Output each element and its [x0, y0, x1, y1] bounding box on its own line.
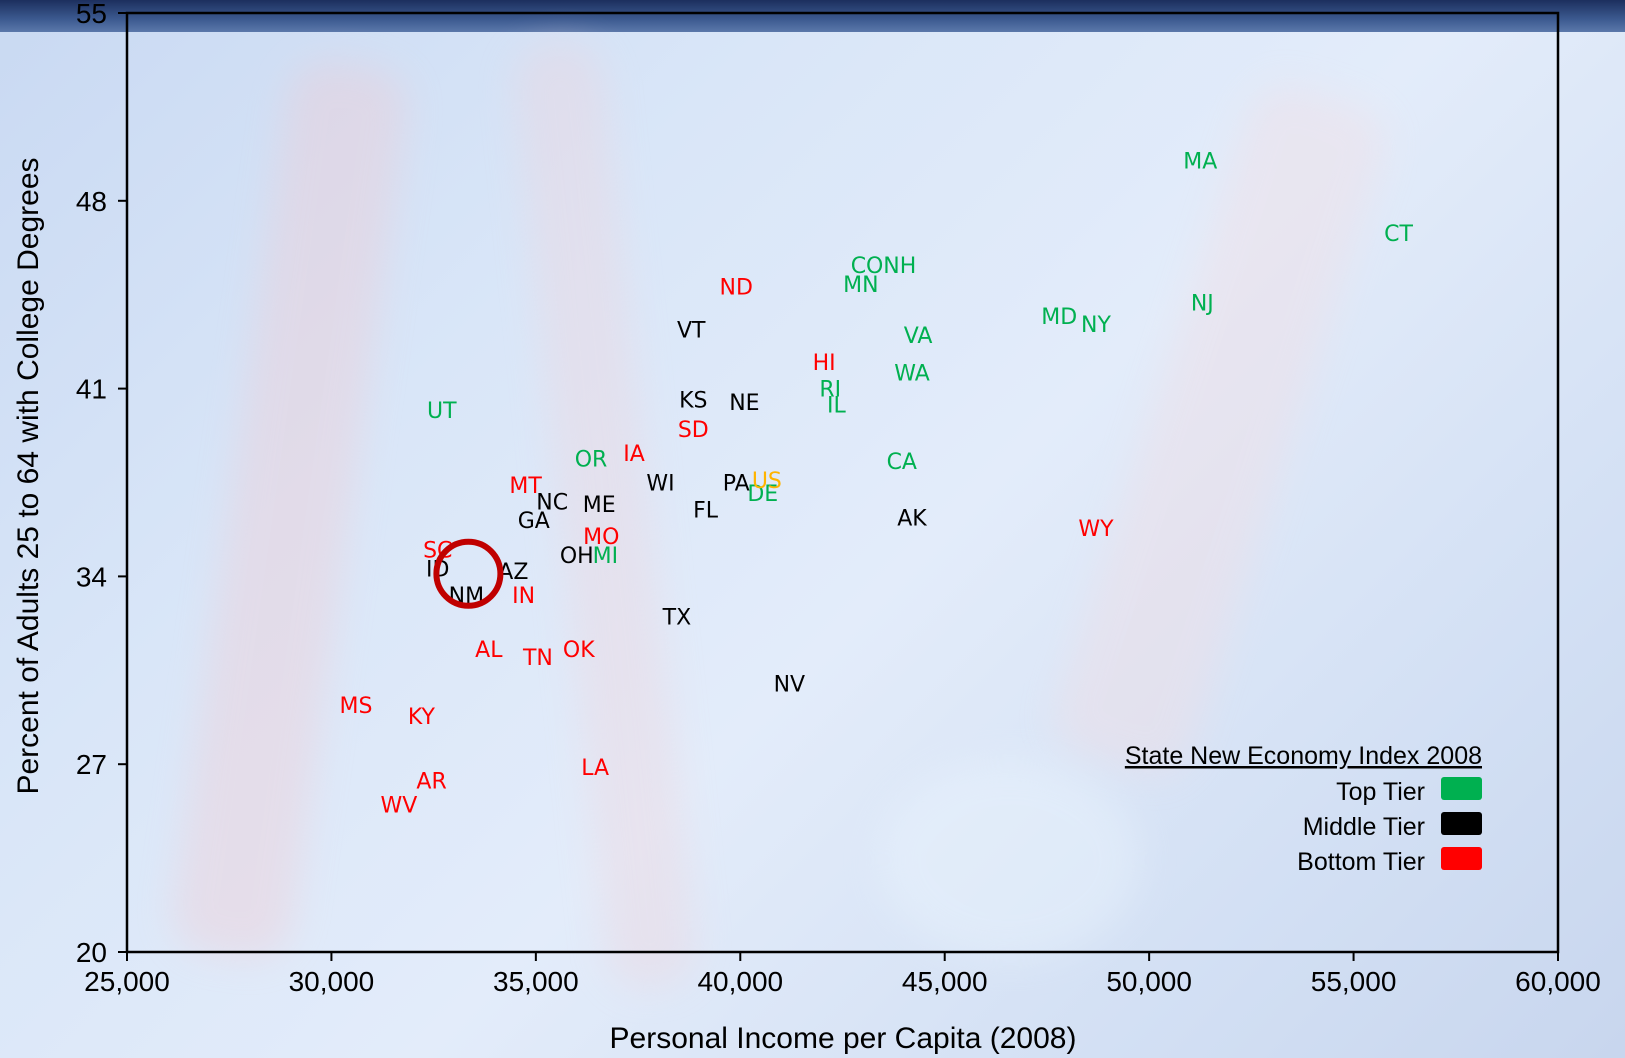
point-label-wy: WY: [1078, 517, 1114, 542]
x-tick-label: 60,000: [1515, 966, 1601, 997]
point-label-mo: MO: [583, 525, 619, 550]
point-label-la: LA: [581, 756, 609, 781]
legend-label-bottom: Bottom Tier: [1297, 848, 1425, 876]
point-label-ks: KS: [679, 388, 707, 413]
point-label-nc: NC: [536, 490, 568, 515]
point-label-nh: NH: [883, 254, 916, 279]
x-tick-label: 50,000: [1106, 966, 1192, 997]
point-label-de: DE: [747, 482, 778, 507]
point-label-il: IL: [827, 394, 846, 419]
point-label-co: CO: [851, 254, 884, 279]
point-label-mt: MT: [509, 474, 542, 499]
point-label-fl: FL: [693, 498, 719, 523]
x-axis-title: Personal Income per Capita (2008): [610, 1022, 1077, 1055]
point-label-tn: TN: [522, 646, 553, 671]
point-label-ca: CA: [887, 450, 917, 475]
background-streak: [880, 760, 1140, 960]
point-label-al: AL: [475, 638, 503, 663]
legend-title: State New Economy Index 2008: [1125, 742, 1482, 770]
point-label-nv: NV: [774, 673, 806, 698]
point-label-in: IN: [512, 584, 535, 609]
legend-swatch-top: [1441, 777, 1482, 800]
point-label-us: US: [752, 469, 782, 494]
x-tick-label: 25,000: [84, 966, 170, 997]
x-tick-label: 35,000: [493, 966, 579, 997]
point-label-pa: PA: [723, 472, 750, 497]
y-tick-label: 34: [76, 561, 107, 592]
point-label-wi: WI: [646, 472, 674, 497]
point-label-ga: GA: [518, 509, 550, 534]
point-label-ms: MS: [339, 694, 372, 719]
point-label-or: OR: [575, 447, 608, 472]
y-axis-title: Percent of Adults 25 to 64 with College …: [12, 157, 45, 794]
y-tick-label: 27: [76, 749, 107, 780]
point-label-va: VA: [904, 324, 933, 349]
point-label-wa: WA: [894, 362, 930, 387]
x-tick-label: 45,000: [902, 966, 988, 997]
legend-swatch-middle: [1441, 812, 1482, 835]
x-axis: 25,000 30,000 35,000 40,000 45,000 50,000 55,0…: [84, 952, 1601, 997]
y-axis: 20 27 34 41 48 55: [76, 0, 127, 968]
legend: State New Economy Index 2008 Top Tier Mid…: [1125, 742, 1482, 876]
highlight-circle: [433, 538, 504, 609]
y-tick-label: 48: [76, 186, 107, 217]
y-tick-label: 20: [76, 937, 107, 968]
x-tick-label: 40,000: [697, 966, 783, 997]
slide-top-bar: [0, 0, 1625, 32]
point-label-sd: SD: [678, 418, 709, 443]
point-label-ar: AR: [416, 769, 446, 794]
y-tick-label: 41: [76, 374, 107, 405]
legend-label-top: Top Tier: [1336, 778, 1425, 806]
point-label-ky: KY: [408, 705, 436, 730]
plot-frame: [125, 11, 1560, 954]
legend-label-middle: Middle Tier: [1303, 813, 1425, 841]
legend-swatch-bottom: [1441, 847, 1482, 870]
point-label-ri: RI: [819, 378, 841, 403]
point-label-md: MD: [1041, 305, 1077, 330]
point-label-ak: AK: [897, 506, 927, 531]
point-label-nj: NJ: [1191, 292, 1214, 317]
point-label-ia: IA: [623, 442, 645, 467]
point-label-ut: UT: [427, 399, 457, 424]
point-label-mi: MI: [593, 544, 618, 569]
point-label-vt: VT: [677, 319, 706, 344]
point-label-nd: ND: [719, 276, 752, 301]
point-label-wv: WV: [380, 793, 417, 818]
point-label-ct: CT: [1384, 222, 1413, 247]
highlight-circle-group: [433, 538, 504, 609]
point-label-ny: NY: [1081, 313, 1111, 338]
point-label-mn: MN: [843, 273, 878, 298]
point-label-me: ME: [583, 493, 616, 518]
y-tick-label: 55: [76, 0, 107, 29]
x-tick-label: 55,000: [1311, 966, 1397, 997]
x-tick-label: 30,000: [289, 966, 375, 997]
point-label-ma: MA: [1183, 150, 1217, 175]
point-label-ok: OK: [563, 638, 595, 663]
plot-border: [125, 11, 1560, 954]
point-label-tx: TX: [662, 606, 692, 631]
point-label-ne: NE: [729, 391, 759, 416]
point-label-oh: OH: [560, 544, 594, 569]
point-label-hi: HI: [813, 351, 836, 376]
